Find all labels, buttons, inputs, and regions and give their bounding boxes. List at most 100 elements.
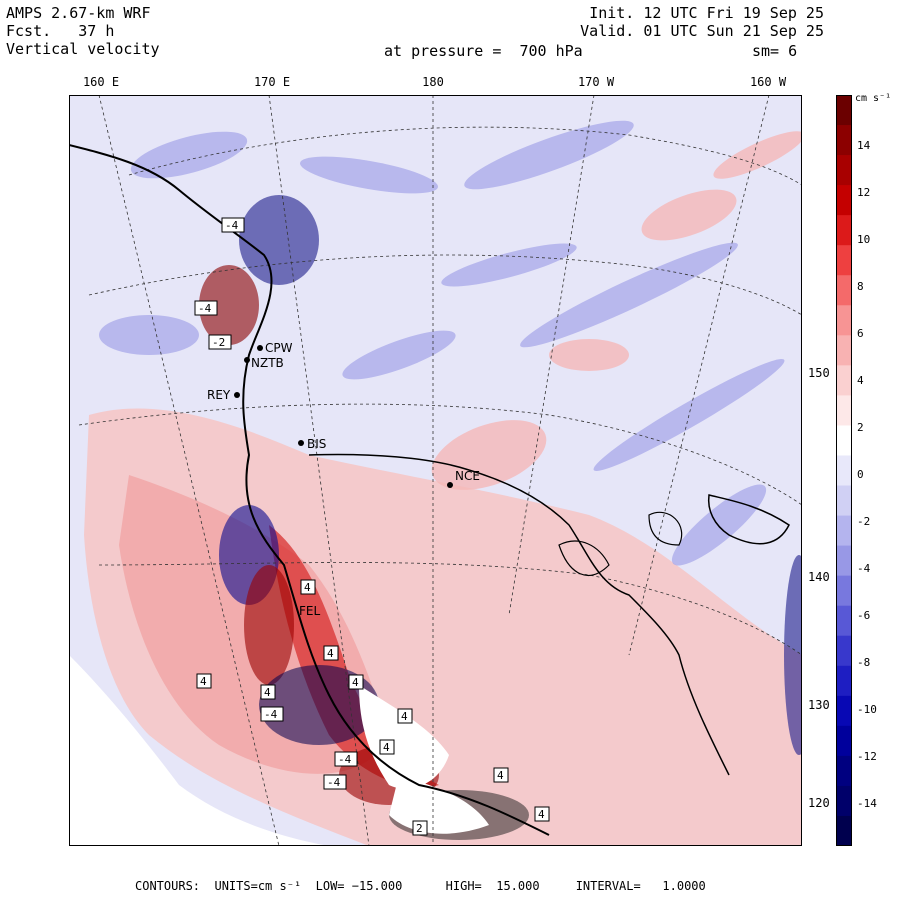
station-label: NCE bbox=[455, 469, 480, 483]
colorbar-swatch bbox=[836, 305, 852, 336]
colorbar-swatch bbox=[836, 725, 852, 757]
init-time: Init. 12 UTC Fri 19 Sep 25 bbox=[589, 4, 824, 22]
colorbar-tick-label: 12 bbox=[857, 186, 871, 199]
colorbar-tick-label: -14 bbox=[857, 797, 877, 810]
colorbar-swatch bbox=[836, 215, 852, 246]
header-left: AMPS 2.67-km WRF Fcst. 37 h Vertical veloc… bbox=[6, 4, 160, 58]
unmasked-area bbox=[69, 655, 329, 846]
contour-label: -4 bbox=[225, 219, 239, 232]
colorbar-swatch bbox=[836, 395, 852, 426]
colorbar-swatch bbox=[836, 515, 852, 547]
contour-label: 4 bbox=[538, 808, 545, 821]
colorbar-swatch bbox=[836, 95, 852, 126]
colorbar-unit: cm s⁻¹ bbox=[855, 93, 892, 104]
contour-label: 4 bbox=[327, 647, 334, 660]
negative-velocity-patches bbox=[99, 120, 785, 566]
contour-label: 4 bbox=[401, 710, 408, 723]
field-name: Vertical velocity bbox=[6, 40, 160, 58]
lon-label: 170 E bbox=[253, 75, 291, 89]
contour-labels: -4 4 4 4 4 4 4 4 4 4 -4 -4 -4 -4 -2 2 4 … bbox=[194, 217, 550, 836]
contour-info: CONTOURS: UNITS=cm s⁻¹ LOW= −15.000 HIGH… bbox=[135, 879, 706, 893]
colorbar-tick-label: -4 bbox=[857, 562, 871, 575]
smoothing-value: sm= 6 bbox=[752, 42, 798, 60]
colorbar-tick-label: 14 bbox=[857, 139, 871, 152]
contour-label: -4 bbox=[327, 776, 341, 789]
lat-label: 140 W bbox=[808, 570, 845, 584]
colorbar-swatch bbox=[836, 755, 852, 787]
station-label: REY bbox=[207, 388, 231, 402]
contour-label: 4 bbox=[352, 676, 359, 689]
forecast-hour: Fcst. 37 h bbox=[6, 22, 115, 40]
colorbar-swatch bbox=[836, 425, 852, 456]
colorbar-tick-label: 2 bbox=[857, 421, 864, 434]
station-label: CPW bbox=[265, 341, 293, 355]
pressure-level: at pressure = 700 hPa bbox=[384, 42, 583, 60]
colorbar-tick-label: -8 bbox=[857, 656, 871, 669]
contour-label: 4 bbox=[304, 581, 311, 594]
contour-label: -4 bbox=[264, 708, 278, 721]
colorbar-swatch bbox=[836, 545, 852, 577]
lon-label: 180 bbox=[422, 75, 444, 89]
station-label: FEL bbox=[299, 604, 320, 618]
station-dot bbox=[244, 357, 250, 363]
colorbar-tick-label: -2 bbox=[857, 515, 871, 528]
colorbar-tick-label: 10 bbox=[857, 233, 871, 246]
station-dot bbox=[234, 392, 240, 398]
contour-label: -2 bbox=[212, 336, 225, 349]
colorbar-frame bbox=[836, 95, 852, 846]
island-outline bbox=[558, 511, 683, 576]
colorbar-swatch bbox=[836, 485, 852, 517]
colorbar-swatch bbox=[836, 245, 852, 276]
colorbar-swatch bbox=[836, 365, 852, 396]
colorbar-swatch bbox=[836, 155, 852, 186]
colorbar-tick-label: 4 bbox=[857, 374, 864, 387]
coastline bbox=[69, 144, 550, 836]
colorbar bbox=[836, 95, 852, 846]
lon-label: 160 E bbox=[82, 75, 120, 89]
contour-label: 2 bbox=[416, 822, 423, 835]
station-label: BIS bbox=[307, 437, 326, 451]
vertical-velocity-map: CPW NZTB REY BIS NCE FEL -4 4 4 4 4 4 4 … bbox=[69, 95, 802, 846]
colorbar-tick-label: 6 bbox=[857, 327, 864, 340]
colorbar-swatch bbox=[836, 575, 852, 607]
station-markers: CPW NZTB REY BIS NCE FEL bbox=[207, 341, 480, 618]
station-dot bbox=[257, 345, 263, 351]
colorbar-swatch bbox=[836, 815, 852, 846]
contour-label: 4 bbox=[497, 769, 504, 782]
coast-outline-east bbox=[707, 494, 790, 545]
colorbar-tick-label: 0 bbox=[857, 468, 864, 481]
colorbar-swatch bbox=[836, 785, 852, 817]
lon-label: 160 W bbox=[749, 75, 787, 89]
colorbar-swatch bbox=[836, 695, 852, 727]
model-title: AMPS 2.67-km WRF bbox=[6, 4, 151, 22]
lat-label: 130 W bbox=[808, 698, 845, 712]
masked-terrain bbox=[359, 685, 489, 834]
station-dot bbox=[298, 440, 304, 446]
colorbar-swatch bbox=[836, 455, 852, 487]
colorbar-swatch bbox=[836, 665, 852, 697]
colorbar-swatch bbox=[836, 605, 852, 637]
contour-label: -4 bbox=[338, 753, 352, 766]
colorbar-tick-label: -12 bbox=[857, 750, 877, 763]
graticule bbox=[78, 95, 802, 846]
colorbar-swatch bbox=[836, 125, 852, 156]
contour-label: -4 bbox=[198, 302, 212, 315]
colorbar-tick-label: -10 bbox=[857, 703, 877, 716]
contour-label: 4 bbox=[383, 741, 390, 754]
colorbar-swatch bbox=[836, 635, 852, 667]
header-right: Init. 12 UTC Fri 19 Sep 25 Valid. 01 UTC … bbox=[580, 4, 824, 40]
contour-label: 4 bbox=[200, 675, 207, 688]
map-frame bbox=[69, 95, 802, 846]
station-label: NZTB bbox=[251, 356, 284, 370]
valid-time: Valid. 01 UTC Sun 21 Sep 25 bbox=[580, 22, 824, 40]
lat-label: 150 W bbox=[808, 366, 845, 380]
lon-label: 170 W bbox=[577, 75, 615, 89]
colorbar-swatch bbox=[836, 275, 852, 306]
colorbar-tick-label: 8 bbox=[857, 280, 864, 293]
colorbar-swatch bbox=[836, 185, 852, 216]
ocean-positive-patches bbox=[431, 131, 802, 490]
contour-label: 4 bbox=[264, 686, 271, 699]
station-dot bbox=[447, 482, 453, 488]
colorbar-swatch bbox=[836, 335, 852, 366]
colorbar-tick-label: -6 bbox=[857, 609, 871, 622]
